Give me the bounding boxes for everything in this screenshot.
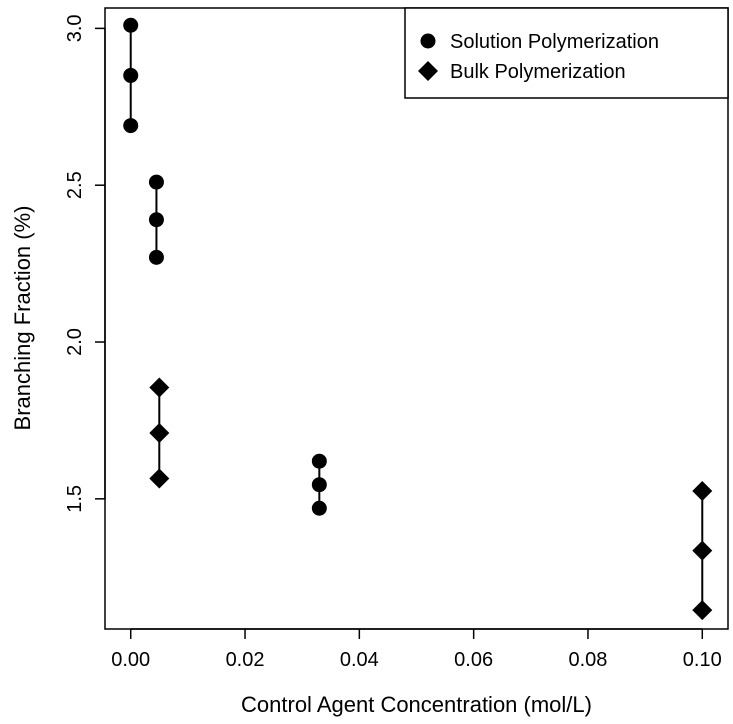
solution-point-low bbox=[123, 118, 139, 134]
y-axis-title: Branching Fraction (%) bbox=[10, 206, 35, 431]
solution-point-low bbox=[148, 249, 164, 265]
legend: Solution Polymerization Bulk Polymerizati… bbox=[404, 7, 729, 99]
y-tick-label: 2.0 bbox=[64, 328, 86, 356]
data-points bbox=[123, 17, 713, 621]
solution-point-high bbox=[148, 174, 164, 190]
y-tick-label: 3.0 bbox=[64, 14, 86, 42]
bulk-point-low bbox=[692, 600, 713, 621]
bulk-point-mid bbox=[149, 422, 170, 443]
x-tick-label: 0.08 bbox=[568, 649, 607, 671]
y-tick-label: 2.5 bbox=[64, 171, 86, 199]
x-tick-label: 0.00 bbox=[111, 649, 150, 671]
solution-point-mid bbox=[311, 477, 327, 493]
bulk-point-high bbox=[149, 377, 170, 398]
x-tick-label: 0.04 bbox=[340, 649, 379, 671]
x-tick-label: 0.02 bbox=[226, 649, 265, 671]
bulk-point-low bbox=[149, 468, 170, 489]
error-bars bbox=[129, 25, 704, 611]
y-axis: 1.5 2.0 2.5 3.0 bbox=[64, 14, 106, 513]
legend-solution-marker bbox=[420, 33, 436, 49]
legend-bulk-marker bbox=[418, 61, 438, 81]
bulk-point-mid bbox=[692, 540, 713, 561]
x-axis: 0.00 0.02 0.04 0.06 0.08 0.10 bbox=[111, 628, 722, 671]
solution-point-mid bbox=[148, 212, 164, 228]
legend-solution-label: Solution Polymerization bbox=[450, 31, 659, 53]
solution-point-mid bbox=[123, 67, 139, 83]
legend-box bbox=[404, 7, 729, 99]
x-tick-label: 0.06 bbox=[454, 649, 493, 671]
solution-point-high bbox=[311, 453, 327, 469]
y-tick-label: 1.5 bbox=[64, 485, 86, 513]
bulk-point-high bbox=[692, 481, 713, 501]
solution-point-low bbox=[311, 500, 327, 516]
legend-bulk-label: Bulk Polymerization bbox=[450, 61, 626, 83]
x-tick-label: 0.10 bbox=[683, 649, 722, 671]
solution-point-high bbox=[123, 17, 139, 33]
plot-frame bbox=[104, 7, 729, 630]
x-axis-title: Control Agent Concentration (mol/L) bbox=[241, 692, 592, 717]
